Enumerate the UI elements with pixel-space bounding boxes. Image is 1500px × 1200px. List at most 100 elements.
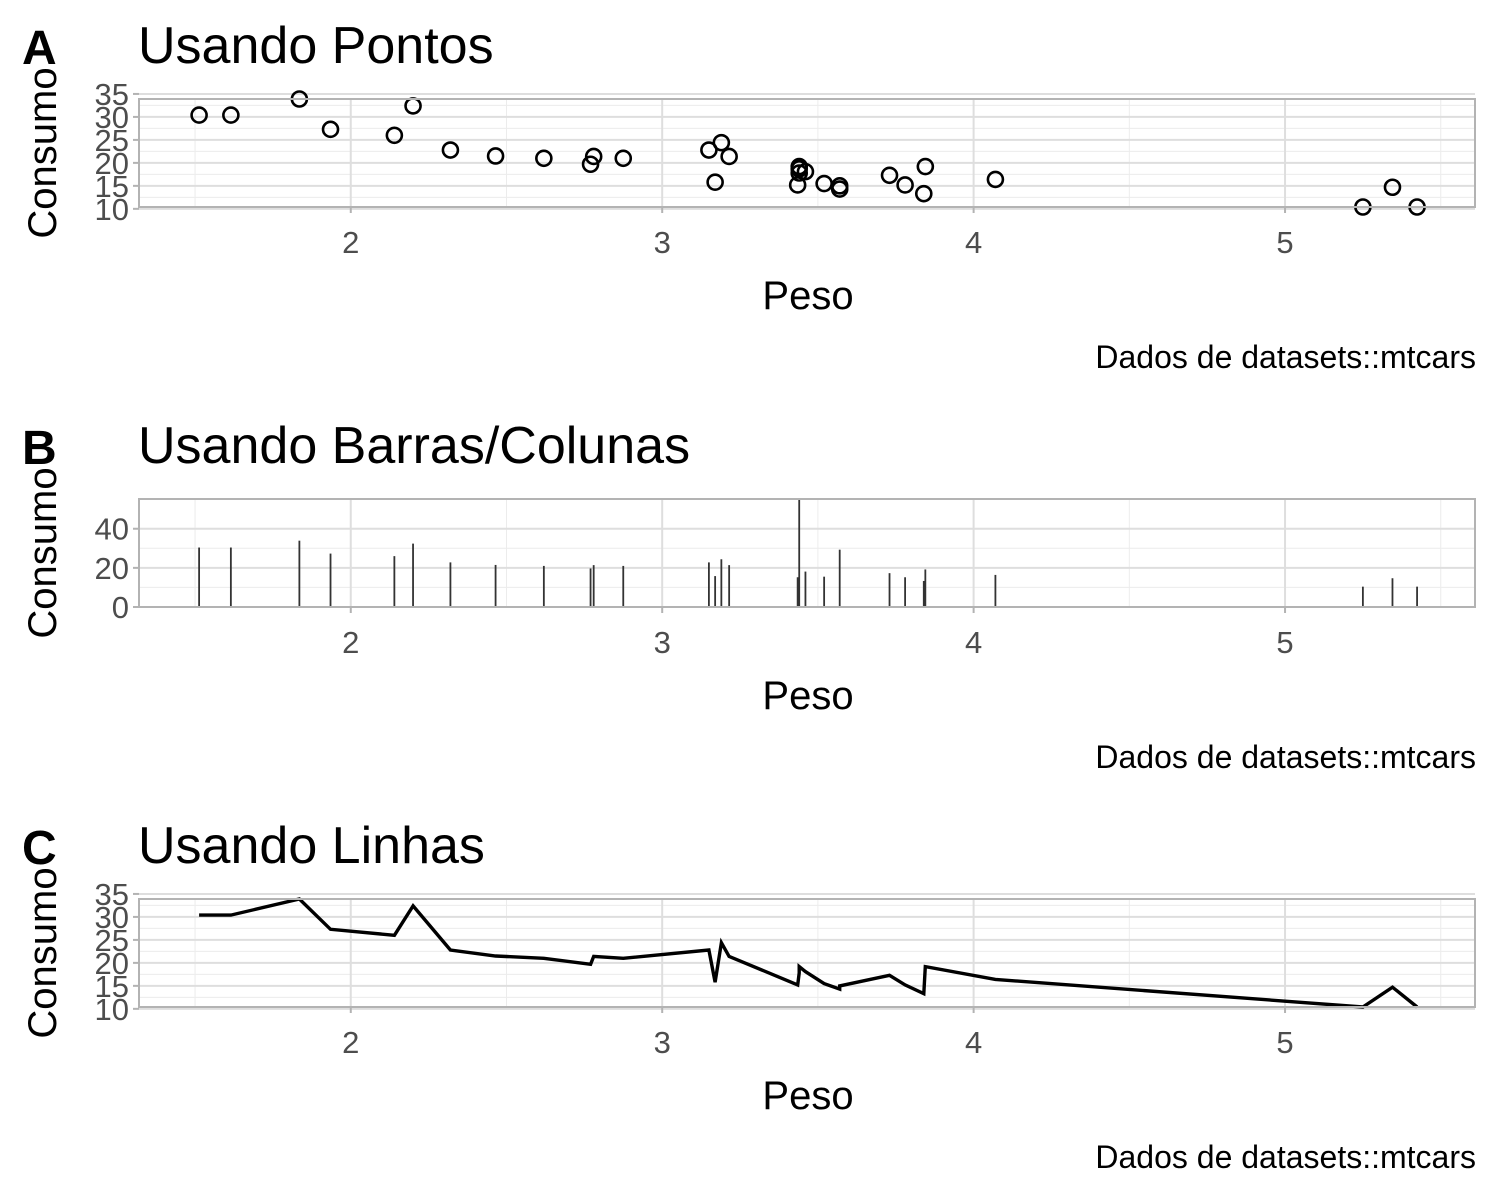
panel-tag: C: [22, 822, 57, 875]
bar: [728, 565, 731, 607]
x-tick-label: 4: [965, 625, 982, 660]
plot-area: 2 3 4 5 0 20 40: [95, 498, 1476, 660]
data-point: [790, 164, 809, 182]
series-line: [199, 897, 1419, 1009]
y-axis-label: Consumo: [21, 467, 65, 638]
bar: [1391, 578, 1394, 607]
data-point: [830, 177, 849, 195]
y-tick-label: 10: [95, 192, 129, 227]
data-point: [190, 106, 208, 124]
y-tick-label: 15: [95, 969, 129, 1004]
y-tick-label: 25: [95, 123, 129, 158]
x-tick-label: 3: [654, 625, 671, 660]
bar: [904, 577, 906, 607]
data-point: [815, 174, 833, 193]
x-axis-label: Peso: [762, 674, 853, 718]
bar: [994, 574, 997, 607]
data-point: [720, 147, 738, 166]
bar: [412, 543, 414, 607]
data-point: [914, 184, 933, 203]
bar: [720, 559, 723, 607]
x-tick-label: 3: [654, 225, 671, 260]
bar: [804, 571, 807, 607]
x-tick-label: 4: [965, 225, 982, 260]
y-tick-label: 30: [95, 900, 129, 935]
data-point: [706, 173, 724, 191]
data-point: [700, 141, 718, 159]
panel-tag: A: [22, 22, 57, 75]
y-tick-label: 35: [95, 77, 129, 112]
x-tick-label: 2: [342, 1025, 359, 1060]
x-tick-label: 3: [654, 1025, 671, 1060]
x-tick-label: 5: [1276, 1025, 1293, 1060]
data-point: [486, 147, 505, 165]
bar: [592, 565, 595, 607]
y-tick-label: 40: [95, 512, 129, 547]
x-axis-label: Peso: [762, 1074, 853, 1118]
data-point: [1383, 178, 1402, 197]
panel-tag: B: [22, 422, 57, 475]
caption: Dados de datasets::mtcars: [1095, 1139, 1476, 1175]
bar: [924, 569, 927, 607]
data-point: [321, 120, 340, 139]
data-point: [535, 149, 553, 168]
bar: [798, 498, 801, 607]
bar: [888, 573, 891, 607]
bar: [449, 562, 452, 607]
bar: [393, 556, 396, 607]
data-point: [441, 141, 460, 159]
chart-title: Usando Barras/Colunas: [138, 417, 690, 475]
bar: [1361, 586, 1364, 607]
bar: [589, 568, 592, 607]
data-point: [614, 149, 633, 168]
y-tick-label: 25: [95, 923, 129, 958]
panel-b: B Usando Barras/Colunas 2 3 4 5 0 20 40 Peso C…: [21, 417, 1476, 775]
bar: [494, 564, 497, 607]
bar: [796, 577, 799, 607]
y-tick-label: 20: [95, 946, 129, 981]
y-tick-label: 20: [95, 551, 129, 586]
y-tick-label: 10: [95, 992, 129, 1027]
data-point: [712, 133, 731, 152]
x-tick-label: 2: [342, 625, 359, 660]
bar: [622, 565, 625, 607]
bar: [838, 549, 841, 607]
bar: [714, 576, 717, 607]
data-point: [788, 176, 807, 194]
y-tick-label: 15: [95, 169, 129, 204]
caption: Dados de datasets::mtcars: [1095, 339, 1476, 375]
bar: [198, 547, 201, 607]
data-point: [916, 157, 935, 176]
x-tick-label: 5: [1276, 225, 1293, 260]
y-tick-label: 20: [95, 146, 129, 181]
chart-title: Usando Linhas: [138, 817, 485, 875]
bar: [823, 576, 826, 607]
y-tick-label: 0: [112, 590, 129, 625]
data-point: [222, 106, 240, 124]
data-point: [986, 170, 1005, 189]
y-tick-label: 35: [95, 877, 129, 912]
bar: [708, 562, 710, 607]
panel-border: [138, 898, 1476, 1008]
panel-border: [138, 498, 1476, 608]
x-tick-label: 2: [342, 225, 359, 260]
bar: [298, 540, 301, 607]
bar: [1416, 586, 1418, 607]
chart-title: Usando Pontos: [138, 17, 494, 75]
x-tick-label: 4: [965, 1025, 982, 1060]
bar: [542, 565, 545, 607]
y-tick-label: 30: [95, 100, 129, 135]
y-axis-label: Consumo: [21, 867, 65, 1038]
y-axis-label: Consumo: [21, 67, 65, 238]
data-point: [581, 155, 600, 174]
panel-border: [138, 98, 1476, 208]
data-point: [880, 166, 899, 185]
bar: [922, 580, 925, 607]
data-point: [584, 147, 603, 166]
caption: Dados de datasets::mtcars: [1095, 739, 1476, 775]
